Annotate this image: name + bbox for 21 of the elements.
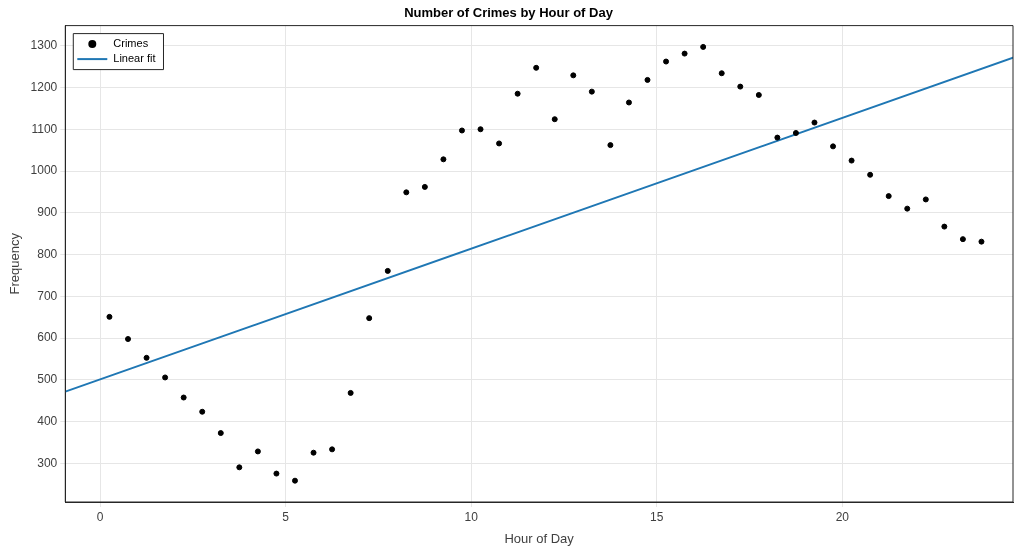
- x-axis-title: Hour of Day: [504, 530, 575, 546]
- legend-label: Linear fit: [113, 52, 156, 65]
- x-tick-label: 15: [650, 509, 664, 524]
- y-axis-title: Frequency: [7, 232, 23, 295]
- legend-label: Crimes: [113, 37, 149, 50]
- y-tick-label: 1100: [31, 121, 58, 136]
- y-tick-label: 900: [37, 205, 58, 220]
- y-tick-label: 300: [37, 455, 58, 470]
- y-tick-label: 1000: [30, 163, 58, 178]
- y-tick-label: 600: [37, 330, 58, 345]
- y-tick-label: 800: [37, 246, 58, 261]
- chart-title: Number of Crimes by Hour of Day: [404, 5, 614, 21]
- y-tick-label: 1200: [30, 79, 58, 94]
- y-tick-label: 1300: [30, 37, 58, 52]
- x-tick-label: 5: [282, 509, 290, 524]
- x-tick-label: 0: [96, 509, 104, 524]
- x-tick-label: 10: [464, 509, 479, 524]
- x-tick-label: 20: [835, 509, 850, 524]
- y-tick-label: 400: [37, 414, 58, 429]
- y-tick-label: 700: [37, 288, 58, 303]
- y-tick-label: 500: [37, 372, 58, 387]
